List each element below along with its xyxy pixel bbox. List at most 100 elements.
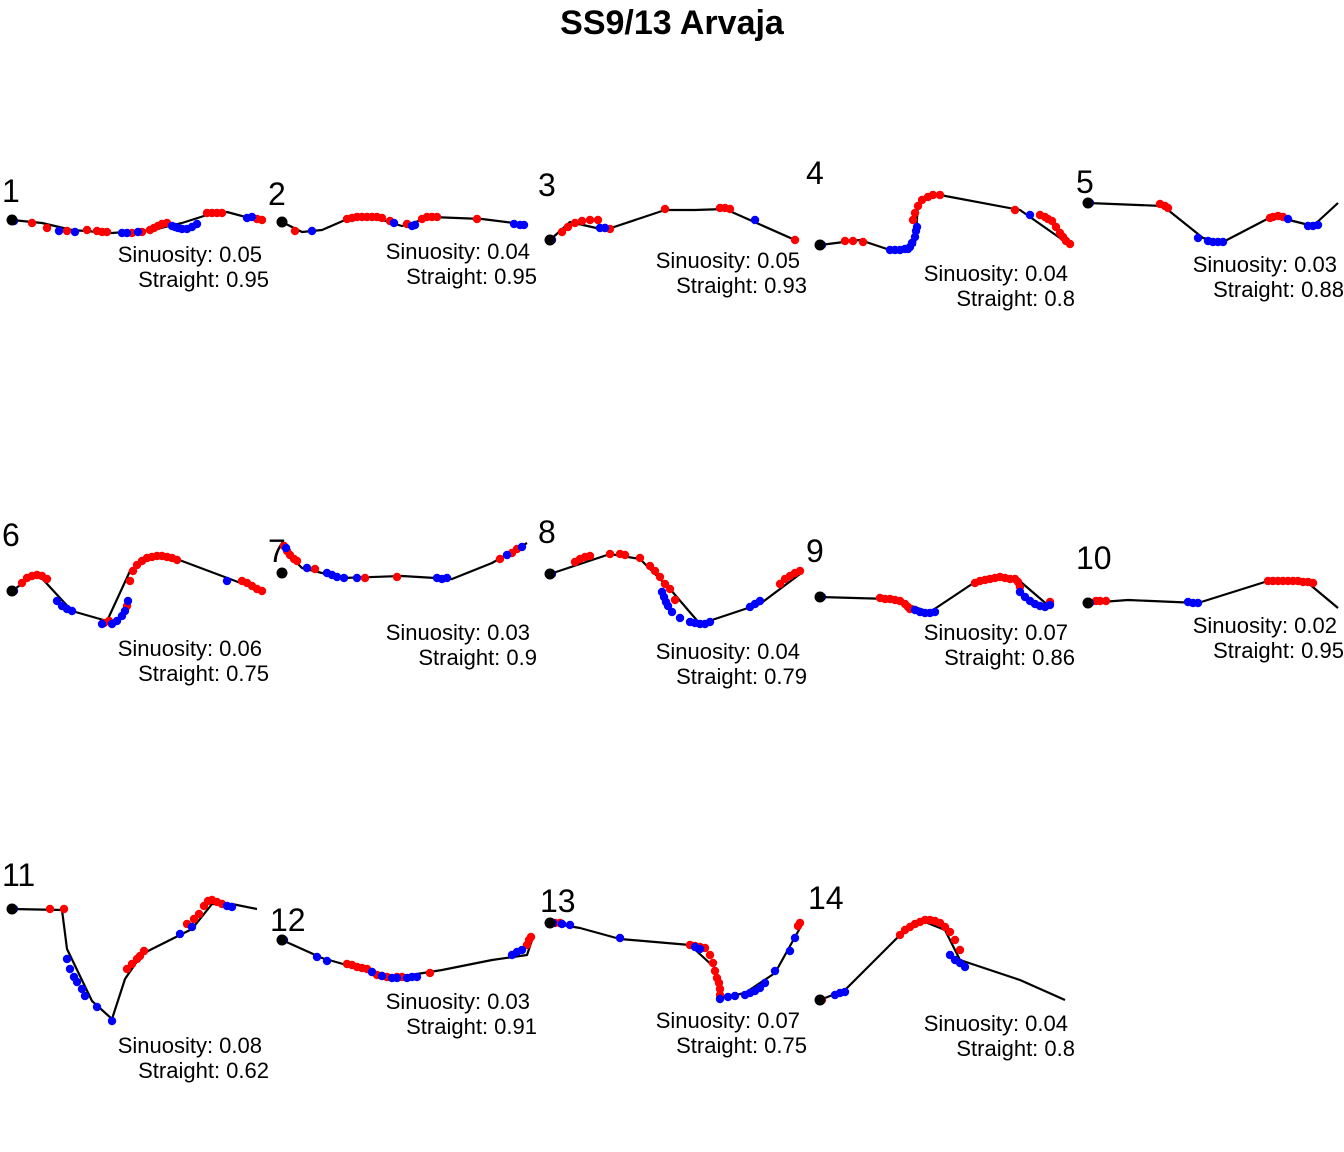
straightness-label: Straight: 0.9 <box>418 645 537 670</box>
sinuosity-label: Sinuosity: 0.03 <box>1193 252 1337 277</box>
blue-point <box>1193 598 1203 608</box>
red-point <box>928 190 938 200</box>
blue-point <box>412 972 422 982</box>
red-point <box>82 225 92 235</box>
panel-number: 7 <box>268 533 286 569</box>
red-point <box>62 226 72 236</box>
sinuosity-label: Sinuosity: 0.06 <box>118 636 262 661</box>
red-point <box>935 190 945 200</box>
blue-point <box>72 977 82 987</box>
start-point <box>276 934 288 946</box>
red-point <box>42 223 52 233</box>
red-point <box>585 215 595 225</box>
red-point <box>125 576 135 586</box>
start-point <box>6 214 18 226</box>
blue-point <box>1025 210 1035 220</box>
sinuosity-label: Sinuosity: 0.07 <box>656 1008 800 1033</box>
red-point <box>557 227 567 237</box>
red-point <box>257 586 267 596</box>
start-point <box>1082 197 1094 209</box>
sinuosity-label: Sinuosity: 0.04 <box>924 1011 1068 1036</box>
red-point <box>310 564 320 574</box>
trajectory-line <box>549 207 796 242</box>
red-point <box>42 574 52 584</box>
red-point <box>432 212 442 222</box>
red-point <box>635 553 645 563</box>
blue-point <box>1045 600 1055 610</box>
trajectory-line <box>1087 201 1339 244</box>
blue-point <box>675 613 685 623</box>
panel-number: 10 <box>1076 540 1112 576</box>
straightness-label: Straight: 0.79 <box>676 664 807 689</box>
start-point <box>544 917 556 929</box>
blue-point <box>54 226 64 236</box>
blue-point <box>175 929 185 939</box>
start-point <box>276 216 288 228</box>
blue-point <box>1283 214 1293 224</box>
straightness-label: Straight: 0.75 <box>676 1033 807 1058</box>
red-point <box>660 204 670 214</box>
red-point <box>593 215 603 225</box>
sinuosity-label: Sinuosity: 0.04 <box>924 261 1068 286</box>
panel-number: 13 <box>540 883 576 919</box>
red-point <box>670 595 680 605</box>
red-point <box>858 237 868 247</box>
blue-point <box>600 223 610 233</box>
trajectory-line <box>281 215 523 234</box>
sinuosity-label: Sinuosity: 0.05 <box>118 242 262 267</box>
red-point <box>1095 596 1105 606</box>
red-point <box>392 572 402 582</box>
blue-point <box>281 543 291 553</box>
blue-point <box>790 933 800 943</box>
blue-point <box>667 607 677 617</box>
blue-point <box>339 573 349 583</box>
red-point <box>795 566 805 576</box>
panel-number: 4 <box>806 155 824 191</box>
chart-title: SS9/13 Arvaja <box>560 4 784 42</box>
panel-number: 5 <box>1076 164 1094 200</box>
blue-point <box>187 922 197 932</box>
red-point <box>585 551 595 561</box>
blue-point <box>1218 237 1228 247</box>
red-point <box>570 218 580 228</box>
red-point <box>292 556 302 566</box>
red-point <box>526 932 536 942</box>
red-point <box>495 554 505 564</box>
blue-point <box>67 606 77 616</box>
red-point <box>139 946 149 956</box>
red-point <box>1163 203 1173 213</box>
blue-point <box>517 945 527 955</box>
straightness-label: Straight: 0.75 <box>138 661 269 686</box>
blue-point <box>352 573 362 583</box>
red-point <box>1101 596 1111 606</box>
blue-point <box>663 601 673 611</box>
red-point <box>563 222 573 232</box>
blue-point <box>392 973 402 983</box>
panel-number: 6 <box>2 517 20 553</box>
red-point <box>217 208 227 218</box>
panel-number: 14 <box>808 880 844 916</box>
blue-point <box>70 227 80 237</box>
start-point <box>6 903 18 915</box>
red-point <box>955 945 965 955</box>
blue-point <box>107 1016 117 1026</box>
red-point <box>725 204 735 214</box>
blue-point <box>247 212 257 222</box>
straightness-label: Straight: 0.95 <box>406 264 537 289</box>
red-point <box>377 213 387 223</box>
red-point <box>102 227 112 237</box>
red-point <box>650 566 660 576</box>
start-point <box>544 568 556 580</box>
red-point <box>705 950 715 960</box>
blue-point <box>750 215 760 225</box>
blue-point <box>930 607 940 617</box>
red-point <box>172 555 182 565</box>
blue-point <box>695 944 705 954</box>
blue-point <box>389 218 399 228</box>
